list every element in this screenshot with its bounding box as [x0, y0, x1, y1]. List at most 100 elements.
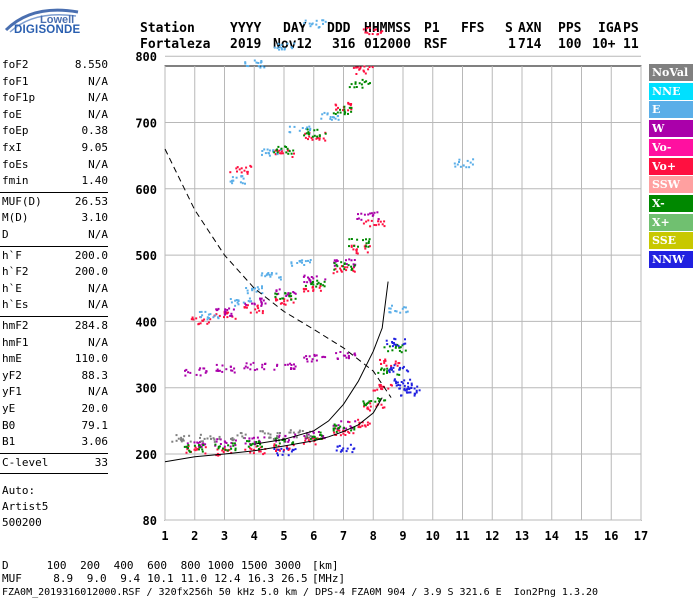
data-point — [274, 153, 277, 156]
data-point — [399, 311, 402, 314]
data-point — [283, 440, 286, 443]
data-point — [230, 301, 233, 304]
data-point — [307, 138, 309, 141]
data-point — [383, 360, 386, 362]
data-point — [286, 147, 289, 150]
footer-value: 200 — [73, 559, 100, 572]
data-point — [214, 314, 217, 317]
data-point — [286, 42, 289, 45]
y-tick-label: 400 — [135, 315, 157, 329]
data-point — [261, 312, 264, 315]
data-point — [337, 427, 340, 430]
data-point — [381, 406, 384, 409]
data-point — [340, 449, 343, 452]
data-point — [380, 385, 383, 388]
legend-item-vo-: Vo- — [649, 138, 693, 156]
logo-line1: Lowell — [40, 14, 75, 26]
data-point — [389, 307, 392, 310]
data-point — [381, 223, 384, 226]
data-point — [315, 275, 318, 278]
param-name: foE — [2, 107, 22, 121]
data-point — [336, 265, 339, 268]
data-point — [319, 289, 322, 292]
data-point — [322, 19, 325, 22]
data-point — [203, 318, 206, 321]
data-point — [283, 298, 286, 301]
header-label-station: Station — [140, 21, 195, 36]
header-label-pps: PPS — [558, 21, 582, 36]
data-point — [180, 436, 183, 439]
data-point — [354, 82, 357, 85]
data-point — [347, 356, 350, 359]
data-point — [403, 384, 406, 387]
y-tick-label: 700 — [135, 117, 157, 131]
data-point — [258, 448, 260, 450]
data-point — [192, 318, 195, 321]
y-tick-label: 500 — [135, 249, 157, 263]
footer-value: 9.0 — [73, 572, 107, 585]
data-point — [391, 342, 394, 344]
data-point — [323, 280, 326, 283]
data-point — [260, 304, 263, 307]
x-tick-label: 8 — [370, 529, 377, 543]
data-point — [362, 400, 365, 403]
data-point — [346, 352, 349, 355]
data-point — [335, 104, 338, 107]
data-point — [242, 301, 245, 304]
data-point — [202, 367, 205, 370]
param-divider — [0, 316, 108, 317]
data-point — [310, 276, 313, 278]
data-point — [275, 290, 278, 292]
param-name: foF2 — [2, 58, 29, 71]
data-point — [171, 440, 174, 443]
data-point — [204, 446, 207, 449]
data-point — [394, 362, 397, 365]
data-point — [249, 368, 252, 371]
header-value-ps: 11 — [623, 37, 639, 52]
data-point — [366, 251, 369, 254]
data-point — [274, 297, 277, 300]
data-point — [229, 365, 232, 368]
data-point — [350, 83, 353, 86]
data-point — [290, 295, 293, 298]
data-point — [349, 104, 352, 107]
data-point — [251, 288, 254, 291]
data-point — [310, 137, 313, 139]
footer-value: 9.4 — [107, 572, 141, 585]
data-point — [209, 318, 212, 321]
data-point — [284, 434, 287, 437]
data-point — [252, 452, 255, 455]
data-point — [261, 65, 264, 68]
data-point — [309, 259, 312, 261]
data-point — [375, 28, 377, 31]
data-point — [293, 152, 295, 155]
data-point — [248, 440, 250, 443]
data-point — [339, 351, 342, 353]
data-point — [342, 432, 345, 435]
data-point — [229, 314, 232, 317]
data-point — [269, 433, 272, 436]
data-point — [187, 371, 190, 374]
data-point — [353, 353, 356, 356]
data-point — [194, 446, 197, 449]
data-point — [380, 387, 382, 390]
data-point — [373, 29, 376, 31]
data-point — [261, 445, 263, 448]
data-point — [291, 264, 294, 267]
data-point — [253, 302, 256, 305]
legend-item-x-: X+ — [649, 213, 693, 231]
data-point — [342, 447, 345, 450]
data-point — [383, 361, 386, 364]
data-point — [288, 150, 291, 153]
y-tick-label: 800 — [135, 50, 157, 64]
data-point — [275, 299, 278, 302]
data-point — [383, 225, 386, 228]
data-point — [353, 447, 356, 450]
data-point — [246, 304, 249, 307]
data-point — [414, 392, 417, 395]
data-point — [256, 305, 259, 308]
data-point — [371, 33, 374, 35]
data-point — [246, 172, 249, 175]
y-tick-label: 80 — [143, 514, 157, 528]
data-point — [304, 136, 307, 139]
